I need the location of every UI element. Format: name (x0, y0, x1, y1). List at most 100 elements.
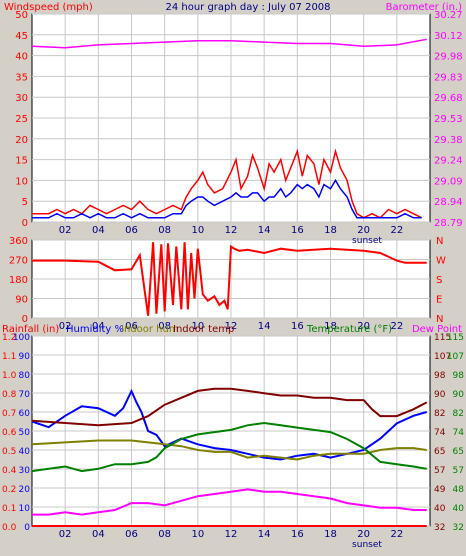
wind-direction-line (32, 242, 427, 316)
x-tick-label: 12 (225, 529, 238, 540)
windspeed-tick-label: 50 (15, 10, 28, 21)
x-tick-label: 22 (390, 321, 403, 332)
x-tick-label: 04 (92, 225, 105, 236)
x-tick-label: 18 (324, 529, 337, 540)
rainfall-tick-label: 1.2 (2, 333, 16, 343)
humidity-tick-label: 60 (19, 409, 31, 419)
humidity-tick-label: 20 (19, 485, 31, 495)
temperature-tick-label: 82 (453, 409, 464, 419)
barometer-line (31, 38, 427, 49)
graph-title: 24 hour graph day : July 07 2008 (165, 2, 330, 13)
humidity-line (31, 388, 427, 461)
windspeed-tick-label: 10 (15, 176, 28, 187)
windspeed-tick-label: 0 (22, 218, 28, 229)
rainfall-tick-label: 1.1 (2, 352, 16, 362)
indoor-hum-axis-title: Indoor hum (121, 324, 179, 335)
x-tick-label: 14 (258, 321, 271, 332)
barometer-tick-label: 29.98 (434, 52, 463, 63)
dew_point-line (32, 488, 427, 516)
barometer-tick-label: 29.38 (434, 135, 463, 146)
barometer-tick-label: 30.12 (434, 31, 463, 42)
indoor-temp-tick-label: 74 (434, 428, 446, 438)
temperature-tick-label: 74 (453, 428, 465, 438)
windspeed-axis-title: Windspeed (mph) (4, 2, 93, 13)
windspeed-tick-label: 20 (15, 135, 28, 146)
x-tick-label: 02 (59, 321, 72, 332)
barometer-tick-label: 29.09 (434, 176, 463, 187)
temperature-line (31, 421, 427, 473)
rainfall-tick-label: 1.0 (2, 371, 17, 381)
indoor_temp-line (31, 387, 428, 427)
x-tick-label: 06 (125, 529, 138, 540)
barometer-tick-label: 28.94 (434, 197, 463, 208)
windspeed-tick-label: 25 (15, 114, 28, 125)
windspeed-tick-label: 40 (15, 52, 28, 63)
temperature-tick-label: 90 (453, 390, 465, 400)
indoor-temp-axis-title: Indoor temp (173, 324, 234, 335)
rainfall-tick-label: 0.1 (2, 504, 16, 514)
x-tick-label: 08 (158, 321, 171, 332)
compass-tick-label: E (436, 295, 442, 306)
rainfall-tick-label: 0.6 (2, 428, 17, 438)
humidity-tick-label: 100 (13, 333, 30, 343)
x-tick-label: 10 (191, 321, 204, 332)
windspeed_gust-line (32, 148, 423, 219)
x-tick-label: 06 (125, 225, 138, 236)
indoor-temp-tick-label: 98 (434, 371, 446, 381)
rainfall-tick-label: 0.4 (2, 466, 17, 476)
windspeed-tick-label: 35 (15, 72, 28, 83)
indoor_hum-line (31, 439, 427, 461)
humidity-tick-label: 30 (19, 466, 31, 476)
direction-tick-label: 360 (9, 236, 28, 247)
humidity-axis-title: Humidity % (66, 324, 124, 335)
barometer-tick-label: 29.53 (434, 114, 463, 125)
windspeed-tick-label: 45 (15, 31, 28, 42)
x-tick-label: 16 (291, 529, 304, 540)
x-tick-label: 14 (258, 225, 271, 236)
x-tick-label: 22 (390, 529, 403, 540)
x-tick-label: 12 (225, 321, 238, 332)
direction-tick-label: 270 (9, 256, 28, 267)
rainfall-tick-label: 0.2 (2, 485, 16, 495)
indoor-temp-tick-label: 40 (434, 504, 446, 514)
windspeed_avg-line (32, 178, 422, 219)
windspeed-tick-label: 5 (22, 197, 28, 208)
humidity-tick-label: 10 (19, 504, 31, 514)
windspeed-tick-label: 30 (15, 93, 28, 104)
indoor-temp-tick-label: 57 (434, 466, 445, 476)
x-tick-label: 08 (158, 225, 171, 236)
x-tick-label: 10 (191, 529, 204, 540)
x-tick-label: 04 (92, 529, 105, 540)
rainfall-tick-label: 0.7 (2, 409, 16, 419)
indoor-temp-tick-label: 49 (434, 485, 446, 495)
rainfall-tick-label: 0.5 (2, 447, 16, 457)
humidity-tick-label: 0 (24, 523, 30, 533)
humidity-tick-label: 90 (19, 352, 31, 362)
temperature-tick-label: 40 (453, 504, 465, 514)
direction-tick-label: 180 (9, 275, 28, 286)
barometer-axis-title: Barometer (in.) (386, 2, 462, 13)
barometer-tick-label: 29.24 (434, 156, 463, 167)
x-tick-label: 14 (258, 529, 271, 540)
rainfall-tick-label: 0.0 (2, 523, 17, 533)
x-tick-label: 06 (125, 321, 138, 332)
temperature-tick-label: 32 (453, 523, 464, 533)
indoor-temp-tick-label: 32 (434, 523, 445, 533)
sunset-label: sunset (352, 236, 382, 246)
x-tick-label: 16 (291, 225, 304, 236)
x-tick-label: 10 (191, 225, 204, 236)
humidity-tick-label: 50 (19, 428, 31, 438)
x-tick-label: 20 (357, 321, 370, 332)
barometer-tick-label: 28.79 (434, 218, 463, 229)
humidity-tick-label: 80 (19, 371, 31, 381)
x-tick-label: 18 (324, 321, 337, 332)
rainfall-tick-label: 0.8 (2, 390, 17, 400)
compass-tick-label: N (436, 236, 443, 247)
barometer-tick-label: 29.83 (434, 72, 463, 83)
x-tick-label: 22 (390, 225, 403, 236)
x-tick-label: 08 (158, 529, 171, 540)
x-tick-label: 02 (59, 529, 72, 540)
direction-tick-label: 90 (15, 295, 28, 306)
humidity-tick-label: 70 (19, 390, 31, 400)
